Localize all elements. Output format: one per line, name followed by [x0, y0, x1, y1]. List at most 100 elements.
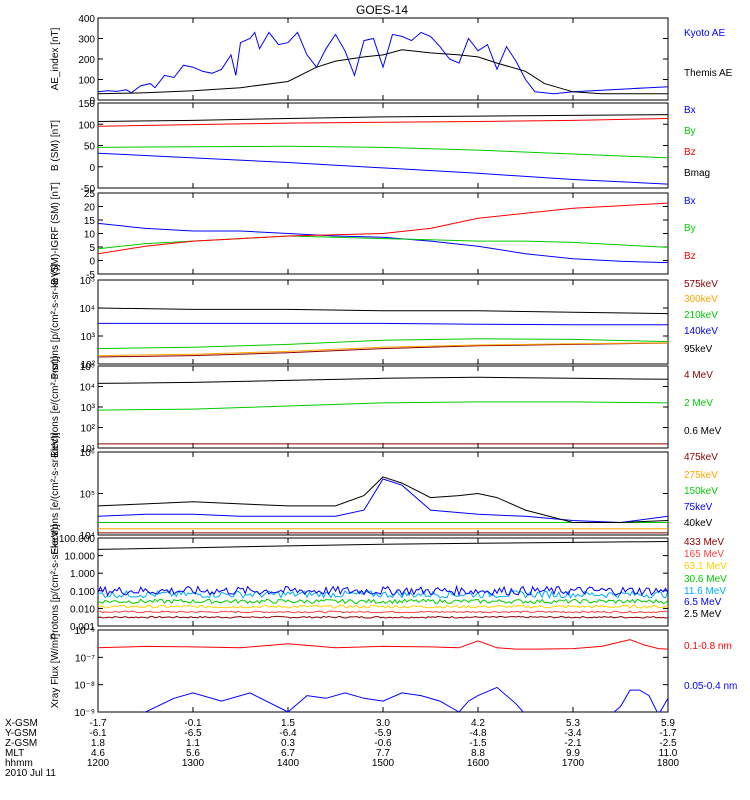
ephemeris-value: 11.0	[659, 748, 678, 759]
legend-entry: 0.1-0.8 nm	[684, 641, 732, 652]
y-tick-label: 0	[89, 163, 95, 174]
y-tick-label: 200	[78, 55, 95, 66]
panel-6: 10⁶ 10⁵ 10⁴ Electrons [e/(cm²-s-sr-keV)] 475…	[50, 432, 718, 554]
y-tick-label: 15	[84, 216, 96, 227]
ephemeris-value: 1400	[277, 758, 300, 769]
ephemeris-row-label: hhmm	[5, 758, 33, 769]
panel-4: 10⁵ 10⁴ 10³ 10² Protons [p/(cm²-s-sr-keV)] 57…	[50, 264, 718, 379]
y-tick-label: -5	[86, 270, 95, 281]
legend-entry: 150keV	[684, 486, 718, 497]
ephemeris-value: -1.7	[89, 718, 107, 729]
series-line	[98, 49, 668, 95]
ephemeris-value: 4.6	[91, 748, 105, 759]
y-tick-label: 10²	[81, 424, 96, 435]
y-tick-label: 10	[84, 230, 96, 241]
series-line	[98, 342, 668, 357]
series-line	[98, 145, 668, 159]
legend-entry: By	[684, 223, 696, 234]
ephemeris-value: 1300	[182, 758, 205, 769]
ephemeris-value: 1700	[562, 758, 585, 769]
y-tick-label: 0.100	[70, 587, 95, 598]
legend-entry: 40keV	[684, 518, 713, 529]
legend-entry: Bx	[684, 105, 696, 116]
y-axis-label: B (SM) [nT]	[50, 120, 61, 171]
y-tick-label: 10⁻⁹	[74, 708, 95, 719]
series-line	[98, 584, 668, 597]
ephemeris-value: 1.1	[186, 738, 200, 749]
y-tick-label: 10⁴	[80, 304, 95, 315]
panel-1: 400 300 200 100 0 AE_index [nT] Kyoto AE Themis…	[50, 14, 733, 107]
series-line	[98, 307, 668, 315]
series-line	[98, 376, 668, 384]
y-tick-label: 100	[78, 120, 95, 131]
legend-entry: 95keV	[684, 344, 713, 355]
legend-entry: Bz	[684, 251, 696, 262]
y-axis-label: Xray Flux [W/m²]	[50, 634, 61, 709]
legend-entry: 63.1 MeV	[684, 561, 727, 572]
y-tick-label: 10⁴	[80, 383, 95, 394]
series-line	[98, 152, 668, 185]
series-line	[98, 202, 668, 255]
y-tick-label: 150	[78, 99, 95, 110]
y-tick-label: 25	[84, 189, 96, 200]
series-line	[98, 338, 668, 350]
y-tick-label: 10⁻⁸	[74, 681, 95, 692]
legend-entry: 140keV	[684, 326, 718, 337]
y-tick-label: 10²	[81, 360, 96, 371]
legend-entry: Bmag	[684, 168, 710, 179]
ephemeris-row-label: Z-GSM	[5, 738, 37, 749]
y-tick-label: 0.001	[70, 622, 95, 633]
legend-entry: Bz	[684, 147, 696, 158]
ephemeris-value: -6.5	[184, 728, 202, 739]
panel-frame	[97, 629, 669, 713]
legend-entry: By	[684, 126, 696, 137]
legend-entry: 2 MeV	[684, 398, 713, 409]
x-axis-ephemeris: X-GSM -1.7 -0.1 1.5 3.0 4.2 5.3 5.9 Y-GSM -6.1 -6.…	[5, 718, 680, 779]
legend-entry: 4 MeV	[684, 370, 713, 381]
ephemeris-value: 1.5	[281, 718, 295, 729]
y-tick-label: 10¹	[81, 444, 96, 455]
panel-2: 150 100 50 0 -50 B (SM) [nT] Bx By Bz Bmag	[50, 99, 710, 195]
series-line	[98, 639, 668, 650]
ephemeris-row-label: MLT	[5, 748, 24, 759]
ephemeris-value: 3.0	[376, 718, 390, 729]
y-tick-label: 10³	[81, 332, 96, 343]
legend-entry: 575keV	[684, 279, 718, 290]
y-tick-label: 10.000	[64, 552, 95, 563]
ephemeris-value: -0.6	[374, 738, 392, 749]
legend-entry: 475keV	[684, 452, 718, 463]
ephemeris-row-label: X-GSM	[5, 718, 38, 729]
y-tick-label: 300	[78, 35, 95, 46]
y-tick-label: 0.010	[70, 604, 95, 615]
ephemeris-value: -3.4	[564, 728, 582, 739]
panel-7: 100.000 10.000 1.000 0.100 0.010 0.001 Protons…	[50, 524, 727, 639]
legend-entry: 433 MeV	[684, 537, 724, 548]
legend-entry: 75keV	[684, 502, 713, 513]
y-tick-label: 100	[78, 76, 95, 87]
y-tick-label: 10⁴	[80, 531, 95, 542]
legend-entry: 6.5 MeV	[684, 597, 722, 608]
series-line	[98, 322, 668, 326]
ephemeris-value: -4.8	[469, 728, 487, 739]
series-line	[98, 615, 668, 619]
ephemeris-value: 1.8	[91, 738, 105, 749]
y-tick-label: 10³	[81, 403, 96, 414]
panel-frame	[97, 17, 669, 101]
legend-entry: 275keV	[684, 470, 718, 481]
ephemeris-value: 5.9	[661, 718, 675, 729]
series-line	[141, 686, 668, 712]
ephemeris-value: 0.3	[281, 738, 295, 749]
legend-entry: 0.05-0.4 nm	[684, 681, 737, 692]
y-axis-label: Electrons [e/(cm²-s-sr)]	[50, 356, 61, 458]
ephemeris-value: -1.5	[469, 738, 487, 749]
series-line	[98, 604, 668, 609]
y-tick-label: 0	[89, 257, 95, 268]
y-tick-label: 10⁻⁶	[74, 626, 95, 637]
y-tick-label: -50	[81, 184, 96, 195]
y-tick-label: 1.000	[70, 569, 95, 580]
y-tick-label: 5	[89, 243, 95, 254]
legend-entry: 210keV	[684, 310, 718, 321]
ephemeris-value: 1800	[657, 758, 680, 769]
